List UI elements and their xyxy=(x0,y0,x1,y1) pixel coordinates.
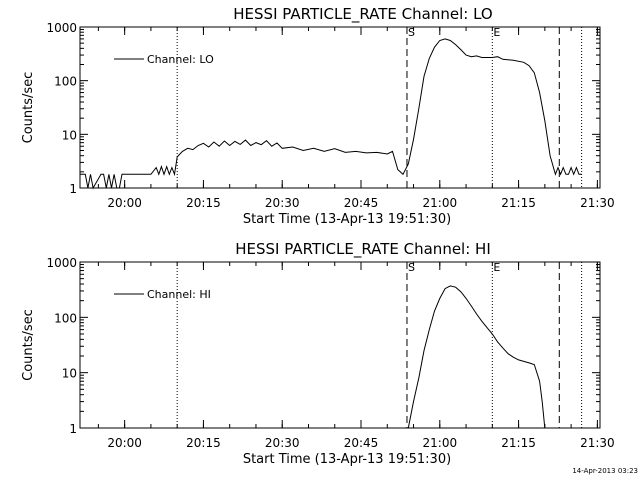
footer-timestamp: 14-Apr-2013 03:23 xyxy=(572,467,638,475)
series-line xyxy=(80,38,582,190)
x-axis-label: Start Time (13-Apr-13 19:51:30) xyxy=(243,212,451,227)
x-tick-label: 21:15 xyxy=(501,196,536,210)
y-axis-label: Counts/sec xyxy=(21,309,36,381)
x-tick-label: 21:15 xyxy=(501,436,536,450)
legend-label: Channel: HI xyxy=(147,288,211,301)
legend-label: Channel: LO xyxy=(147,53,214,66)
plot-frame xyxy=(79,261,601,429)
event-marker-label: E xyxy=(493,26,500,39)
x-tick-label: 20:45 xyxy=(344,436,379,450)
y-tick-label: 1 xyxy=(69,422,77,436)
plot-frame xyxy=(79,26,601,189)
x-tick-label: 20:30 xyxy=(265,196,300,210)
series-line xyxy=(407,285,546,429)
y-tick-label: 100 xyxy=(54,75,77,89)
y-tick-label: 10 xyxy=(62,128,77,142)
y-tick-label: 1 xyxy=(69,182,77,196)
x-tick-label: 20:15 xyxy=(186,436,221,450)
event-marker-label: E xyxy=(493,261,500,274)
y-tick-label: 100 xyxy=(54,311,77,325)
x-tick-label: 20:45 xyxy=(344,196,379,210)
plot-channel-lo: HESSI PARTICLE_RATE Channel: LO Start Ti… xyxy=(21,5,615,227)
y-axis-label: Counts/sec xyxy=(21,72,36,144)
chart-title: HESSI PARTICLE_RATE Channel: HI xyxy=(235,240,491,259)
event-marker-label: S xyxy=(408,26,415,39)
x-tick-label: 20:30 xyxy=(265,436,300,450)
y-tick-label: 1000 xyxy=(46,256,77,270)
x-axis-label: Start Time (13-Apr-13 19:51:30) xyxy=(243,452,451,467)
x-tick-label: 21:00 xyxy=(423,436,458,450)
x-tick-label: 21:00 xyxy=(423,196,458,210)
x-tick-label: 21:30 xyxy=(580,196,615,210)
chart-title: HESSI PARTICLE_RATE Channel: LO xyxy=(233,5,492,24)
y-tick-label: 10 xyxy=(62,367,77,381)
event-marker-label: S xyxy=(408,261,415,274)
x-tick-label: 21:30 xyxy=(580,436,615,450)
x-tick-label: 20:15 xyxy=(186,196,221,210)
x-tick-label: 20:00 xyxy=(107,436,142,450)
plot-channel-hi: HESSI PARTICLE_RATE Channel: HI Start Ti… xyxy=(21,240,615,467)
x-tick-label: 20:00 xyxy=(107,196,142,210)
y-tick-label: 1000 xyxy=(46,21,77,35)
